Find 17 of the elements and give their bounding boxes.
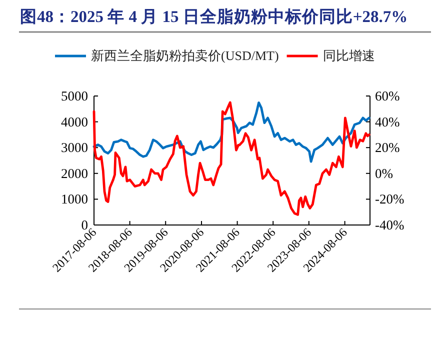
y-tick-label: 4000 [61, 114, 88, 130]
line-series [92, 102, 370, 163]
y2-tick-label: 40% [375, 114, 400, 130]
y-tick-label: 1000 [61, 192, 88, 207]
line-series [92, 101, 370, 216]
y-tick-label: 0 [81, 218, 88, 232]
y-tick-label: 5000 [61, 88, 88, 104]
y2-tick-label: 20% [375, 140, 400, 156]
y-tick-label: 2000 [61, 166, 88, 181]
y2-tick-label: 0% [375, 166, 393, 181]
chart-title: 图48：2025 年 4 月 15 日全脂奶粉中标价同比+28.7% [20, 7, 408, 26]
y2-tick-label: 60% [375, 88, 400, 104]
y2-tick-label: -40% [375, 218, 404, 232]
legend-label: 新西兰全脂奶粉拍卖价(USD/MT) [91, 48, 279, 63]
y-tick-label: 3000 [61, 140, 88, 156]
y2-tick-label: -20% [375, 192, 404, 207]
legend-label: 同比增速 [322, 48, 375, 63]
